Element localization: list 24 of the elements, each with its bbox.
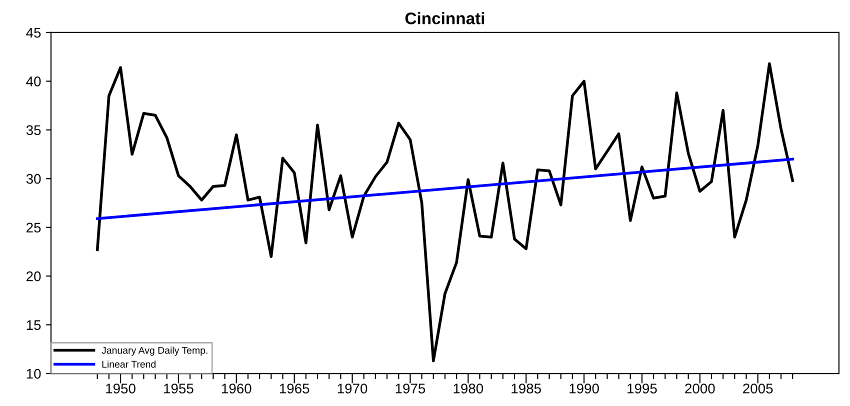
x-tick-label: 1995 [628,384,657,394]
y-tick-label: 20 [26,271,41,282]
x-tick-label: 2005 [743,384,773,394]
x-tick-label: 1955 [164,384,194,394]
chart-title: Cincinnati [405,12,484,24]
y-tick-label: 15 [26,320,41,330]
legend-label: January Avg Daily Temp. [102,346,208,356]
y-tick-label: 30 [26,174,41,184]
x-tick-label: 2000 [685,384,715,394]
x-tick-label: 1950 [106,384,136,394]
y-tick-label: 10 [26,368,41,379]
y-tick-label: 35 [26,125,41,136]
x-tick-label: 1985 [512,384,541,394]
line-series [96,62,794,362]
x-tick-label: 1965 [280,384,310,394]
legend-label: Linear Trend [102,360,156,368]
y-tick-label: 45 [26,28,41,38]
x-tick-label: 1980 [454,384,484,394]
y-tick-label: 25 [26,222,41,233]
y-tick-label: 40 [26,76,41,86]
x-tick-label: 1990 [570,384,599,394]
x-tick-label: 1970 [338,384,368,394]
x-tick-label: 1975 [396,384,426,394]
x-tick-label: 1960 [222,384,252,394]
